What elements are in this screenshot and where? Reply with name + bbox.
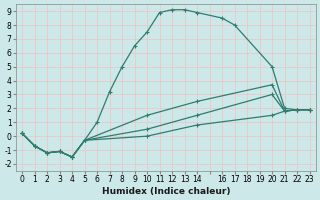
X-axis label: Humidex (Indice chaleur): Humidex (Indice chaleur) [101,187,230,196]
